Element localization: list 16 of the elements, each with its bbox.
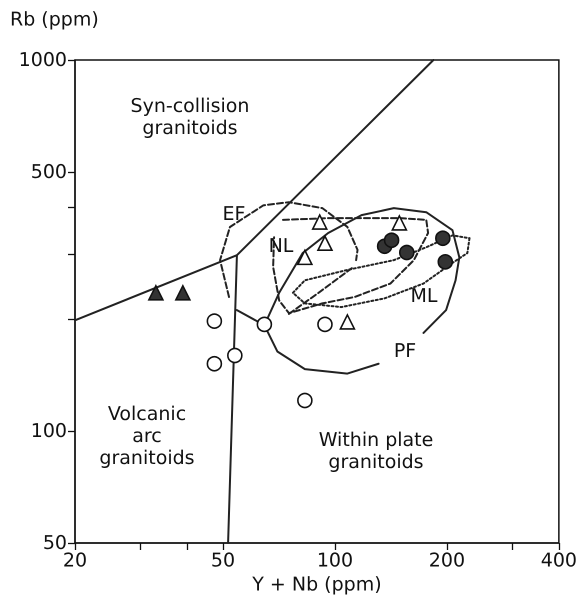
x-tick-label: 400 <box>540 550 577 572</box>
annotation: EF <box>222 203 246 225</box>
y-tick-label: 500 <box>30 160 67 183</box>
x-tick-label: 200 <box>428 550 466 572</box>
annotation: NL <box>268 235 294 257</box>
annotation: ML <box>410 285 438 307</box>
y-tick-label: 1000 <box>18 49 67 71</box>
annotation: Syn-collision granitoids <box>130 95 250 139</box>
annotation: Volcanic arc granitoids <box>99 403 195 469</box>
annotation: PF <box>394 340 416 362</box>
y-tick-label: 100 <box>30 420 67 442</box>
x-tick-label: 50 <box>210 550 236 572</box>
y-axis-title: Rb (ppm) <box>10 8 99 30</box>
x-tick-label: 100 <box>316 550 354 572</box>
annotation: Within plate granitoids <box>318 429 434 473</box>
x-axis-title: Y + Nb (ppm) <box>251 573 382 596</box>
